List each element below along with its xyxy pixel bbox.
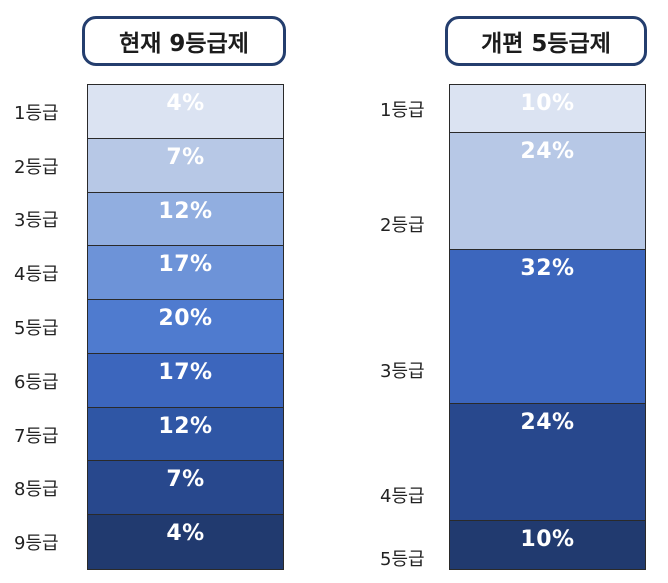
reformed-grade-column: 10% 24% 32% 24% 10%	[449, 84, 646, 570]
current-segment: 12%	[88, 407, 283, 462]
current-percent-label: 17%	[158, 359, 213, 385]
current-grade-label: 9등급	[14, 533, 59, 555]
reformed-grade-label: 2등급	[380, 215, 425, 236]
current-grade-column: 4% 7% 12% 17% 20% 17% 12% 7% 4%	[87, 84, 284, 570]
reformed-percent-label: 10%	[520, 526, 575, 552]
reformed-percent-label: 24%	[520, 410, 575, 436]
current-percent-label: 12%	[158, 198, 213, 224]
reformed-segment: 10%	[450, 520, 645, 569]
current-grade-label: 6등급	[14, 371, 59, 393]
reformed-percent-label: 10%	[520, 91, 575, 116]
current-grade-label: 4등급	[14, 264, 59, 286]
current-segment: 4%	[88, 85, 283, 139]
reformed-segment: 24%	[450, 404, 645, 521]
current-segment: 17%	[88, 353, 283, 408]
current-percent-label: 4%	[166, 521, 205, 547]
current-grade-label: 8등급	[14, 479, 59, 501]
reformed-grade-label: 5등급	[380, 549, 425, 571]
current-percent-label: 20%	[158, 306, 213, 332]
reformed-grade-label: 1등급	[380, 100, 425, 122]
current-grade-label: 5등급	[14, 318, 59, 339]
current-percent-label: 12%	[158, 413, 213, 439]
current-percent-label: 17%	[158, 252, 213, 278]
current-percent-label: 7%	[166, 467, 205, 493]
current-segment: 7%	[88, 461, 283, 516]
current-grade-label: 3등급	[14, 210, 59, 232]
current-segment: 7%	[88, 138, 283, 193]
current-grade-label: 1등급	[14, 102, 59, 124]
current-percent-label: 7%	[166, 144, 205, 170]
title-reformed-5-grade: 개편 5등급제	[445, 16, 647, 66]
current-segment: 12%	[88, 192, 283, 247]
current-segment: 4%	[88, 515, 283, 569]
reformed-grade-label: 3등급	[380, 361, 425, 383]
title-current-9-grade: 현재 9등급제	[82, 16, 286, 66]
current-grade-label: 7등급	[14, 425, 59, 447]
reformed-segment: 24%	[450, 133, 645, 250]
current-segment: 20%	[88, 300, 283, 354]
reformed-grade-label: 4등급	[380, 486, 425, 508]
reformed-percent-label: 32%	[520, 255, 575, 281]
reformed-segment: 32%	[450, 249, 645, 405]
reformed-percent-label: 24%	[520, 139, 575, 165]
current-grade-label: 2등급	[14, 156, 59, 178]
reformed-segment: 10%	[450, 85, 645, 134]
current-segment: 17%	[88, 246, 283, 301]
current-percent-label: 4%	[166, 91, 205, 116]
